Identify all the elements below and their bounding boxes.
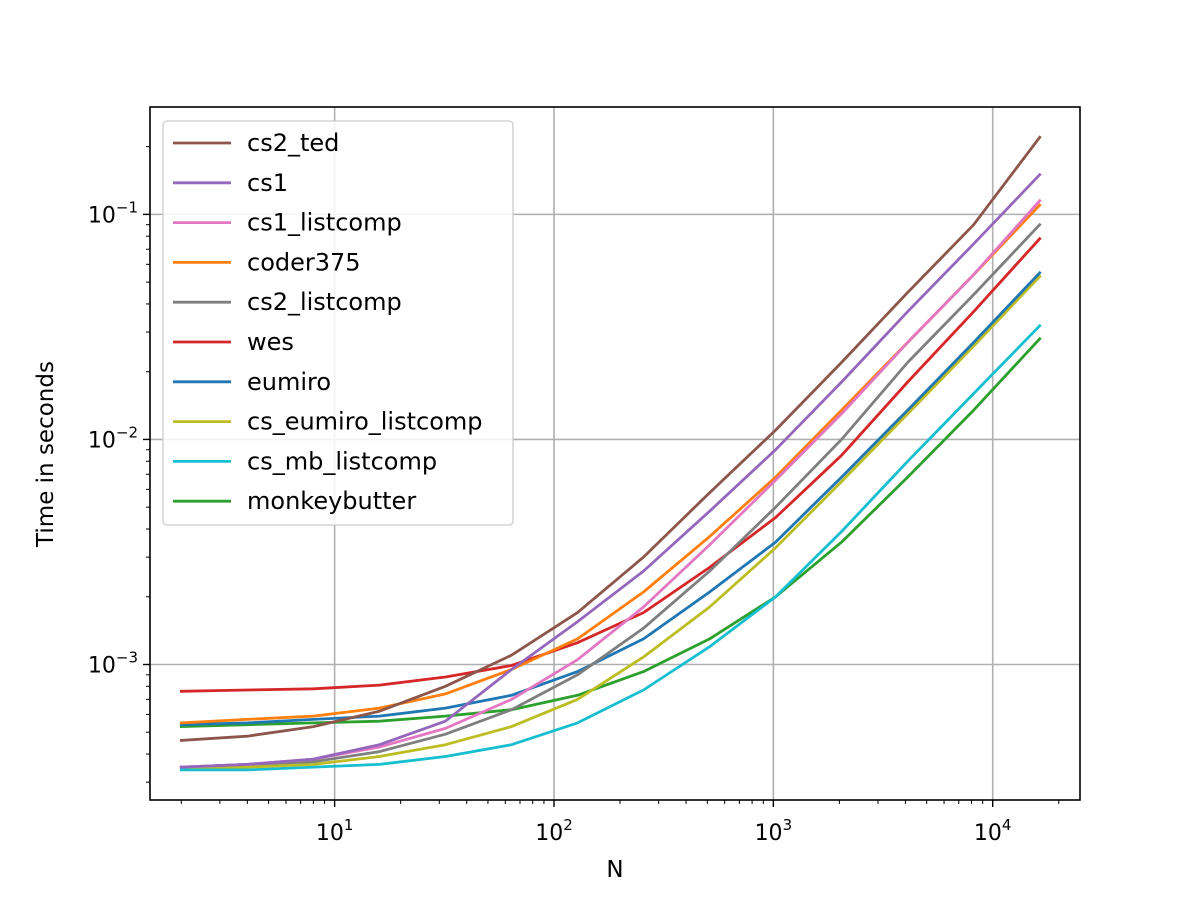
y-tick-label: 10−1 bbox=[88, 198, 138, 228]
series-line-cs2_listcomp bbox=[179, 222, 1042, 769]
tick-layer: 101 102 103 104 10−3 10−2 10−1 bbox=[88, 146, 1060, 846]
series-line-wes bbox=[179, 236, 1042, 693]
y-tick-label: 10−2 bbox=[88, 423, 138, 453]
legend-label: cs2_listcomp bbox=[247, 288, 402, 316]
series-line-cs_eumiro_listcomp bbox=[179, 274, 1042, 769]
legend-label: cs2_ted bbox=[247, 129, 339, 157]
x-axis-title: N bbox=[606, 857, 623, 883]
legend-label: wes bbox=[247, 328, 294, 356]
legend-label: coder375 bbox=[247, 248, 361, 276]
series-line-cs2_ted bbox=[179, 135, 1042, 742]
legend: cs2_ted cs1 cs1_listcomp coder375 cs2_listco… bbox=[162, 120, 514, 526]
x-tick-label: 102 bbox=[535, 816, 573, 846]
y-tick-label: 10−3 bbox=[88, 649, 138, 679]
series-line-cs1 bbox=[179, 172, 1042, 769]
x-tick-label: 103 bbox=[755, 816, 793, 846]
x-tick-label: 101 bbox=[316, 816, 354, 846]
legend-box bbox=[162, 120, 514, 526]
legend-label: monkeybutter bbox=[247, 487, 416, 515]
legend-label: cs1 bbox=[247, 169, 288, 197]
series-layer bbox=[179, 135, 1042, 772]
legend-label: cs_eumiro_listcomp bbox=[247, 408, 483, 436]
series-line-cs_mb_listcomp bbox=[179, 323, 1042, 772]
legend-label: cs1_listcomp bbox=[247, 209, 402, 237]
y-axis-title: Time in seconds bbox=[33, 361, 59, 548]
legend-label: eumiro bbox=[247, 368, 331, 396]
plot-frame bbox=[149, 106, 1081, 801]
legend-label: cs_mb_listcomp bbox=[247, 447, 437, 475]
series-line-eumiro bbox=[179, 270, 1042, 727]
x-tick-label: 104 bbox=[974, 816, 1012, 846]
